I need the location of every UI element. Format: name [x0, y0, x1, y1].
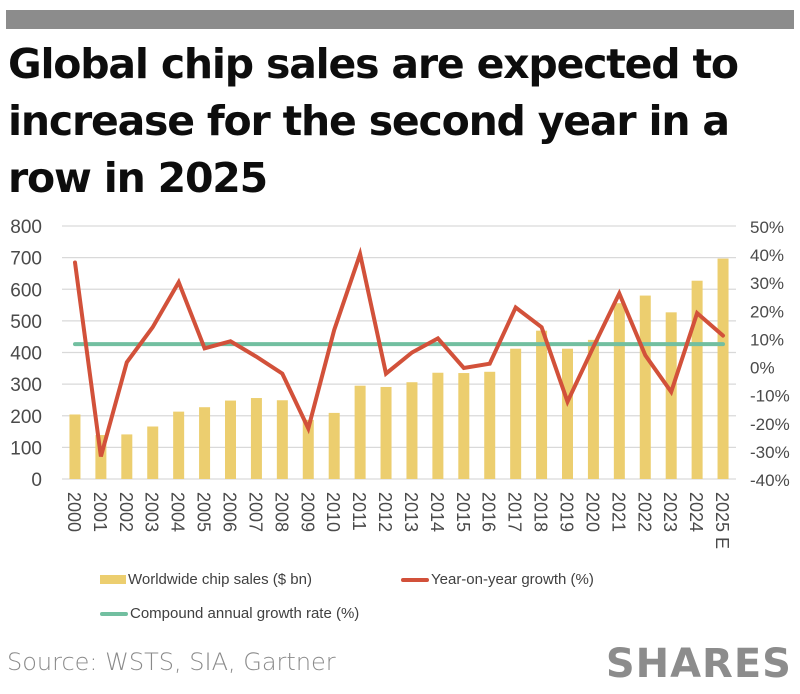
x-tick-label: 2012	[375, 492, 395, 532]
y-tick-label: 100	[10, 438, 42, 459]
x-tick-label: 2020	[582, 492, 602, 532]
y-tick-label: 0	[31, 470, 42, 491]
bar-2020	[587, 339, 599, 479]
bar-2014	[432, 372, 444, 479]
y2-tick-label: -10%	[750, 387, 790, 406]
chart-area: 0 100 200 300 400 500 600 700 800 -40% -30% -20% -1…	[10, 217, 790, 549]
legend-item-sales: Worldwide chip sales ($ bn)	[100, 571, 312, 588]
x-tick-label: 2015	[453, 492, 473, 532]
bar-2005	[199, 407, 211, 479]
bar-2007	[250, 398, 262, 479]
y2-tick-label: 10%	[750, 330, 784, 349]
bar-2006	[225, 400, 236, 479]
x-tick-label: 2000	[64, 492, 84, 532]
x-tick-label: 2004	[168, 492, 188, 532]
legend-item-cagr: Compound annual growth rate (%)	[100, 605, 359, 622]
bar-2024	[691, 280, 703, 479]
x-tick-label: 2025 E	[712, 492, 732, 549]
chart-title: Global chip sales are expected to increa…	[8, 40, 739, 202]
x-tick-label: 2009	[297, 492, 317, 532]
bar-2018	[536, 330, 548, 479]
source-note: Source: WSTS, SIA, Gartner	[7, 648, 336, 676]
bar-2001	[95, 435, 107, 479]
legend-label: Compound annual growth rate (%)	[130, 605, 360, 622]
y2-tick-label: 50%	[750, 218, 784, 237]
legend-swatch-line	[401, 577, 429, 582]
bar-2023	[665, 312, 677, 479]
y-tick-label: 500	[10, 312, 42, 333]
header-accent-bar	[6, 10, 794, 29]
x-tick-label: 2002	[116, 492, 136, 532]
x-tick-label: 2006	[220, 492, 240, 532]
x-tick-label: 2008	[271, 492, 291, 532]
bar-2019	[562, 348, 573, 479]
x-tick-label: 2022	[634, 492, 654, 532]
y2-tick-label: -30%	[750, 443, 790, 462]
bar-2004	[173, 411, 185, 479]
x-tick-label: 2024	[686, 492, 706, 532]
x-axis-labels: 2000 2001 2002 2003 2004 2005 2006 2007 2008 2009…	[64, 492, 732, 549]
x-tick-label: 2010	[323, 492, 343, 532]
x-tick-label: 2018	[531, 492, 551, 532]
x-tick-label: 2001	[90, 492, 110, 532]
bar-2016	[484, 371, 496, 479]
x-tick-label: 2016	[479, 492, 499, 532]
x-tick-label: 2021	[608, 492, 628, 532]
y2-tick-label: 0%	[750, 359, 775, 378]
bar-2012	[380, 386, 392, 479]
bar-series	[69, 258, 729, 479]
y-tick-label: 700	[10, 249, 42, 270]
bar-2000	[69, 414, 81, 479]
y-tick-label: 800	[10, 217, 42, 238]
legend-label: Year-on-year growth (%)	[431, 571, 594, 588]
x-tick-label: 2013	[401, 492, 421, 532]
x-tick-label: 2017	[505, 492, 525, 532]
gridlines	[62, 225, 736, 480]
legend-item-yoy: Year-on-year growth (%)	[401, 571, 594, 588]
y-tick-label: 400	[10, 344, 42, 365]
bar-2003	[147, 426, 159, 479]
bar-2010	[328, 412, 340, 479]
bar-2015	[458, 373, 470, 479]
bar-2011	[354, 385, 366, 479]
x-tick-label: 2007	[245, 492, 265, 532]
y-axis-left: 0 100 200 300 400 500 600 700 800	[10, 217, 42, 491]
bar-2017	[510, 348, 522, 479]
y2-tick-label: -20%	[750, 415, 790, 434]
x-tick-label: 2005	[194, 492, 214, 532]
y-axis-right: -40% -30% -20% -10% 0% 10% 20% 30% 40% 50%	[750, 218, 790, 490]
y2-tick-label: 30%	[750, 274, 784, 293]
line-series	[73, 246, 725, 458]
bar-2013	[406, 382, 418, 479]
legend-swatch-bar	[100, 575, 126, 584]
x-tick-label: 2011	[349, 492, 369, 531]
y2-tick-label: 40%	[750, 246, 784, 265]
bar-2021	[613, 303, 625, 479]
bar-2008	[276, 400, 288, 479]
bar-2025e	[717, 258, 729, 479]
bar-2022	[639, 295, 651, 479]
bar-2002	[121, 434, 133, 479]
y2-tick-label: 20%	[750, 302, 784, 321]
x-tick-label: 2023	[660, 492, 680, 532]
y-tick-label: 600	[10, 280, 42, 301]
bar-2009	[302, 419, 314, 479]
yoy-growth-line	[73, 246, 725, 458]
legend-swatch-line	[100, 611, 128, 616]
y-tick-label: 200	[10, 407, 42, 428]
brand-logo: SHARES	[605, 641, 792, 687]
x-tick-label: 2019	[557, 492, 577, 532]
legend-label: Worldwide chip sales ($ bn)	[128, 571, 312, 588]
x-tick-label: 2003	[142, 492, 162, 532]
x-tick-label: 2014	[427, 492, 447, 532]
y2-tick-label: -40%	[750, 471, 790, 490]
y-tick-label: 300	[10, 375, 42, 396]
